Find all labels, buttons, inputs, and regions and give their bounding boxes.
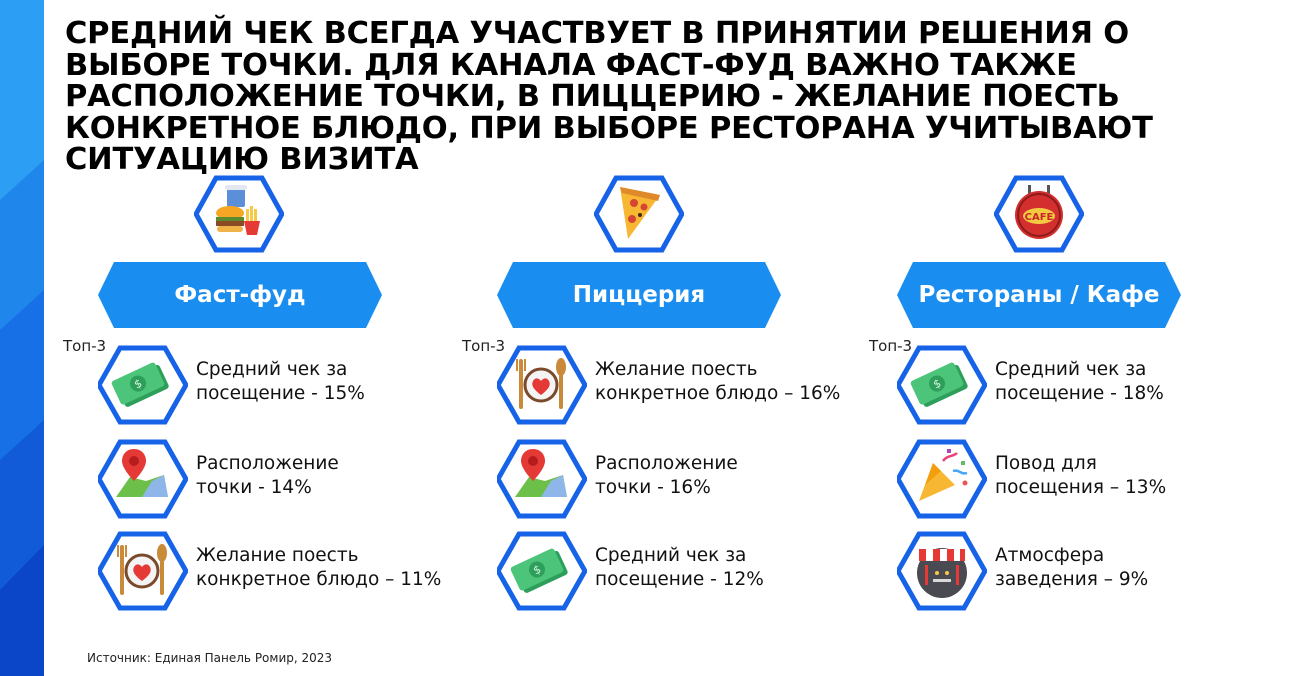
svg-text:$: $ <box>132 377 144 392</box>
factor-text: Повод для посещения – 13% <box>995 453 1167 498</box>
column-fast-food: Фаст-фуд Топ-3 $ Средний чек за посещени… <box>63 0 498 676</box>
pizza-slice-icon <box>594 175 684 253</box>
party-popper-icon <box>897 439 987 519</box>
category-banner-fast-food: Фаст-фуд <box>98 262 382 328</box>
top-3-label: Топ-3 <box>462 337 506 355</box>
burger-fries-icon <box>194 175 284 253</box>
money-icon: $ <box>98 345 188 425</box>
plate-heart-icon <box>98 531 188 611</box>
storefront-icon <box>897 531 987 611</box>
column-pizzeria: Пиццерия Топ-3 Желание поесть конкретное… <box>462 0 897 676</box>
map-pin-icon <box>98 439 188 519</box>
factor-item: Расположение точки - 16% <box>497 439 897 519</box>
page-title: СРЕДНИЙ ЧЕК ВСЕГДА УЧАСТВУЕТ В ПРИНЯТИИ … <box>65 16 1153 177</box>
category-name: Пиццерия <box>572 282 706 308</box>
factor-text: Желание поесть конкретное блюдо – 16% <box>595 359 841 404</box>
factor-text: Средний чек за посещение - 12% <box>595 545 764 590</box>
factor-text: Средний чек за посещение - 15% <box>196 359 365 404</box>
svg-text:$: $ <box>531 563 543 578</box>
factor-text: Расположение точки - 16% <box>595 453 738 498</box>
factor-text: Атмосфера заведения – 9% <box>995 545 1149 590</box>
factor-item: Атмосфера заведения – 9% <box>897 531 1289 611</box>
category-banner-pizzeria: Пиццерия <box>497 262 781 328</box>
factor-item: Желание поесть конкретное блюдо – 16% <box>497 345 897 425</box>
factor-item: Расположение точки - 14% <box>98 439 498 519</box>
factor-text: Средний чек за посещение - 18% <box>995 359 1164 404</box>
factor-item: $ Средний чек за посещение - 18% <box>897 345 1289 425</box>
source-note: Источник: Единая Панель Ромир, 2023 <box>87 651 333 665</box>
factor-item: Желание поесть конкретное блюдо – 11% <box>98 531 498 611</box>
category-banner-restaurants: Рестораны / Кафе <box>897 262 1181 328</box>
money-icon: $ <box>897 345 987 425</box>
top-3-label: Топ-3 <box>63 337 107 355</box>
category-name: Рестораны / Кафе <box>918 282 1160 308</box>
svg-text:$: $ <box>931 377 943 392</box>
factor-text: Желание поесть конкретное блюдо – 11% <box>196 545 442 590</box>
category-name: Фаст-фуд <box>174 282 306 308</box>
plate-heart-icon <box>497 345 587 425</box>
factor-item: Повод для посещения – 13% <box>897 439 1289 519</box>
factor-item: $ Средний чек за посещение - 12% <box>497 531 897 611</box>
column-restaurants: CAFE Рестораны / Кафе Топ-3 $ Средний че… <box>869 0 1289 676</box>
map-pin-icon <box>497 439 587 519</box>
cafe-sign-icon: CAFE <box>994 175 1084 253</box>
decorative-side-band <box>0 0 44 676</box>
factor-text: Расположение точки - 14% <box>196 453 339 498</box>
cafe-sign-text: CAFE <box>1025 212 1054 223</box>
top-3-label: Топ-3 <box>869 337 913 355</box>
factor-item: $ Средний чек за посещение - 15% <box>98 345 498 425</box>
money-icon: $ <box>497 531 587 611</box>
